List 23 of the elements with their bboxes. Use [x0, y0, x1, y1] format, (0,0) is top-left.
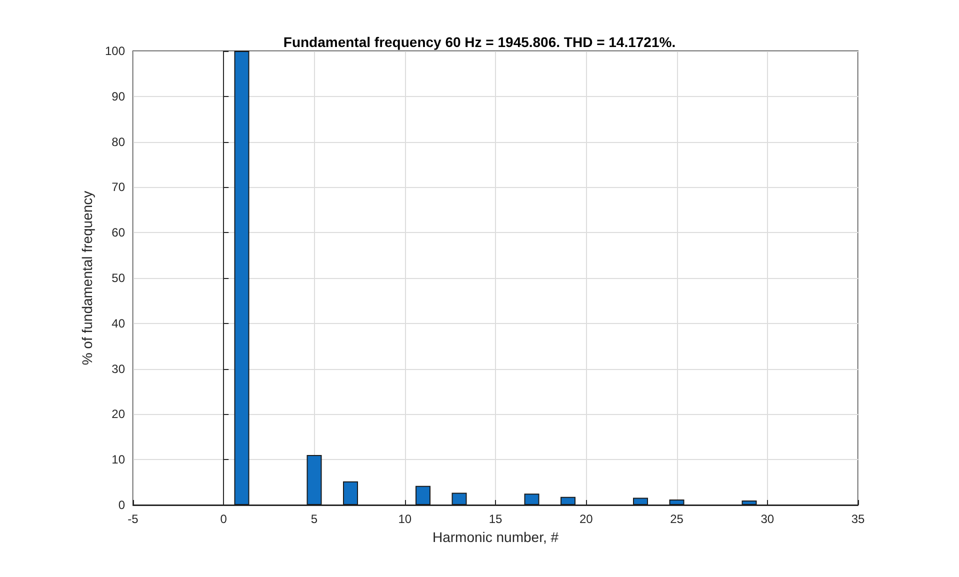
- y-tick-label: 100: [104, 44, 126, 58]
- x-tick-label: 15: [488, 512, 502, 526]
- y-tick-label: 80: [112, 134, 126, 149]
- x-tick-label: 0: [220, 512, 228, 526]
- x-tick-label: -5: [128, 512, 139, 526]
- y-tick-label: 20: [112, 407, 126, 422]
- y-tick-label: 50: [112, 271, 126, 285]
- y-tick-label: 60: [112, 226, 126, 240]
- y-tick-label: 40: [112, 316, 126, 330]
- y-tick-label: 70: [112, 180, 126, 194]
- x-tick-label: 25: [670, 512, 684, 526]
- y-tick-label: 0: [118, 498, 126, 512]
- x-tick-label: 5: [310, 512, 318, 526]
- x-tick-label: 35: [851, 512, 865, 526]
- x-tick-label: 10: [398, 512, 412, 526]
- x-axis-title: Harmonic number, #: [432, 528, 559, 545]
- y-tick-label: 90: [112, 89, 126, 104]
- x-tick-label: 30: [760, 512, 774, 526]
- y-tick-label: 10: [112, 452, 126, 467]
- y-axis-title: % of fundamental frequency: [79, 190, 96, 366]
- y-tick-label: 30: [112, 362, 126, 376]
- chart-title: Fundamental frequency 60 Hz = 1945.806. THD = 14.1721%.: [283, 34, 676, 50]
- x-tick-label: 20: [579, 512, 594, 526]
